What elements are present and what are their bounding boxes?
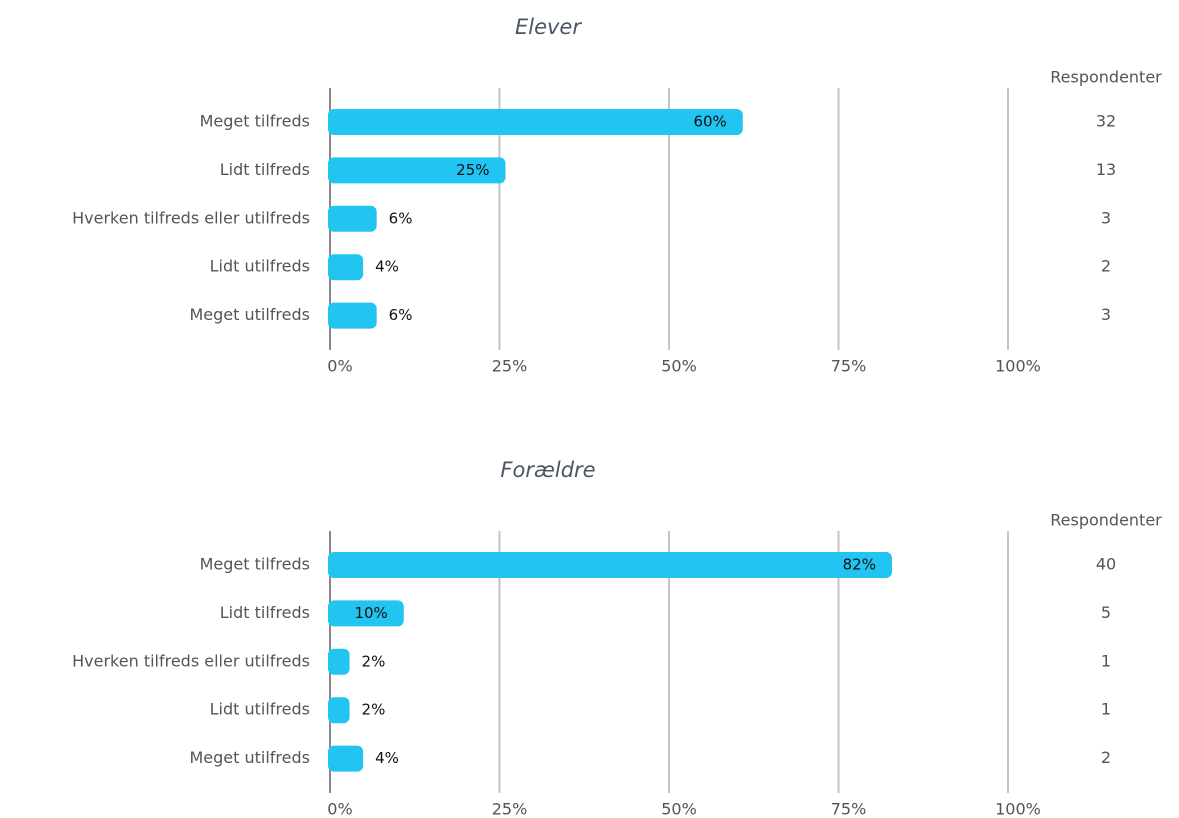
y-tick-label: Meget utilfreds — [189, 748, 310, 767]
value-label: 2% — [362, 652, 386, 670]
y-tick-label: Lidt utilfreds — [210, 257, 310, 276]
x-tick-label: 0% — [327, 357, 352, 376]
respondent-count: 3 — [1101, 208, 1111, 227]
respondent-count: 13 — [1096, 160, 1116, 179]
bar — [328, 600, 404, 627]
respondent-count: 32 — [1096, 112, 1116, 131]
column-header: Respondenter — [1050, 511, 1162, 530]
y-tick-label: Meget tilfreds — [200, 112, 310, 131]
bar — [328, 648, 350, 675]
value-label: 60% — [693, 113, 726, 131]
x-tick-label: 25% — [492, 357, 528, 376]
value-label: 10% — [354, 604, 387, 622]
respondent-count: 1 — [1101, 700, 1111, 719]
bar — [328, 745, 364, 772]
respondent-count: 2 — [1101, 257, 1111, 276]
bar — [328, 157, 506, 184]
x-tick-label: 75% — [831, 800, 867, 818]
chart-title: Forældre — [500, 458, 595, 482]
y-tick-label: Meget utilfreds — [189, 305, 310, 324]
y-tick-label: Meget tilfreds — [200, 555, 310, 574]
chart-title: Elever — [515, 15, 582, 39]
x-tick-label: 100% — [995, 800, 1041, 818]
x-tick-label: 50% — [661, 800, 697, 818]
x-tick-label: 75% — [831, 357, 867, 376]
x-tick-label: 100% — [995, 357, 1041, 376]
bar — [328, 109, 743, 135]
respondent-count: 40 — [1096, 555, 1116, 574]
respondent-count: 3 — [1101, 305, 1111, 324]
value-label: 6% — [389, 209, 413, 227]
bar — [328, 254, 364, 281]
y-tick-label: Hverken tilfreds eller utilfreds — [72, 651, 310, 670]
respondent-count: 2 — [1101, 748, 1111, 767]
value-label: 82% — [843, 556, 876, 574]
bar — [328, 552, 892, 578]
y-tick-label: Lidt tilfreds — [220, 160, 310, 179]
value-label: 25% — [456, 161, 489, 179]
respondent-count: 5 — [1101, 603, 1111, 622]
value-label: 4% — [375, 258, 399, 276]
y-tick-label: Hverken tilfreds eller utilfreds — [72, 208, 310, 227]
bar — [328, 205, 377, 232]
y-tick-label: Lidt tilfreds — [220, 603, 310, 622]
column-header: Respondenter — [1050, 68, 1162, 87]
value-label: 6% — [389, 306, 413, 324]
bar — [328, 302, 377, 329]
value-label: 4% — [375, 749, 399, 767]
x-tick-label: 50% — [661, 357, 697, 376]
x-tick-label: 25% — [492, 800, 528, 818]
y-tick-label: Lidt utilfreds — [210, 700, 310, 719]
value-label: 2% — [362, 701, 386, 719]
bar — [328, 697, 350, 724]
x-tick-label: 0% — [327, 800, 352, 818]
respondent-count: 1 — [1101, 651, 1111, 670]
